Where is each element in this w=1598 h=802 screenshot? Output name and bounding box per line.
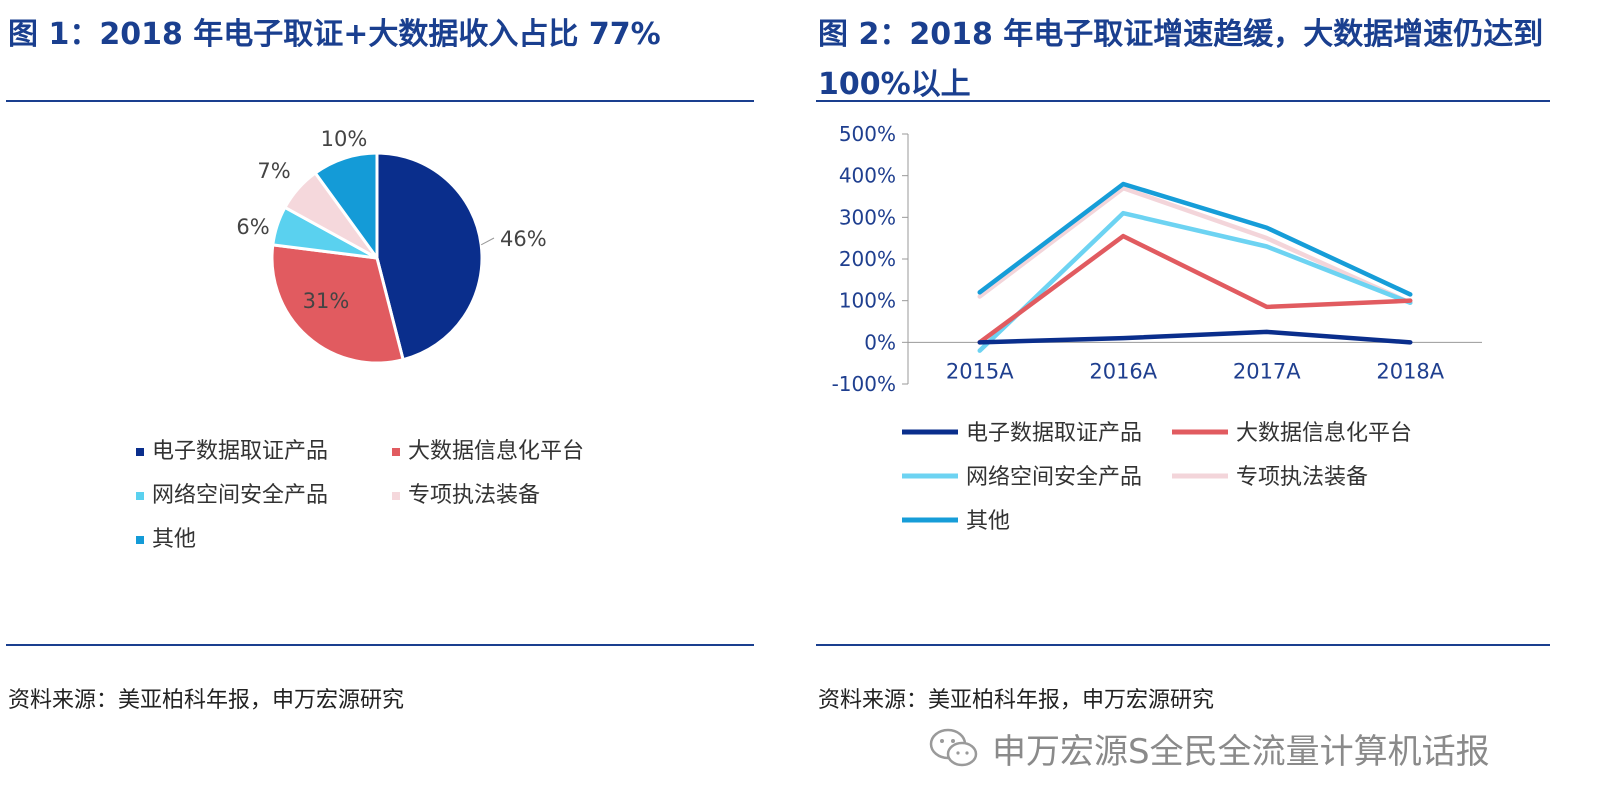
- legend-swatch: [136, 492, 144, 500]
- series-line-4: [977, 185, 1413, 305]
- legend-label: 电子数据取证产品: [966, 421, 1142, 446]
- legend-swatch: [136, 536, 144, 544]
- y-tick-label: 500%: [839, 122, 896, 146]
- source-note: 资料来源：美亚柏科年报，申万宏源研究: [8, 688, 405, 713]
- pie-data-label: 46%: [500, 227, 547, 251]
- source-divider: [816, 644, 1550, 646]
- wechat-icon: [929, 728, 978, 767]
- pie-data-label: 7%: [257, 159, 290, 183]
- series-line-5: [977, 181, 1413, 297]
- series-line-1: [977, 329, 1413, 345]
- watermark-text: 申万宏源S全民全流量计算机话报: [992, 731, 1490, 772]
- line-chart: -100%0%100%200%300%400%500%2015A 2016A 201…: [832, 122, 1482, 534]
- legend-swatch: [136, 448, 144, 456]
- y-tick-label: 100%: [839, 289, 896, 313]
- y-axis: -100% 0% 100% 200% 300% 400% 500%: [832, 122, 909, 396]
- pie-slice-2: [270, 243, 405, 365]
- legend-label: 专项执法装备: [1236, 465, 1368, 490]
- legend-label: 大数据信息化平台: [408, 439, 584, 464]
- pie-data-label: 6%: [236, 215, 269, 239]
- y-tick-label: 400%: [839, 164, 896, 188]
- series-line-3: [977, 210, 1413, 353]
- y-tick-label: 0%: [864, 330, 896, 354]
- pie-slice-5: [313, 151, 379, 263]
- source-divider: [6, 644, 754, 646]
- legend-label: 网络空间安全产品: [152, 483, 328, 508]
- x-tick-label: 2015A: [946, 359, 1014, 383]
- legend-label: 大数据信息化平台: [1236, 421, 1412, 446]
- source-note: 资料来源：美亚柏科年报，申万宏源研究: [818, 688, 1215, 713]
- x-tick-label: 2016A: [1089, 359, 1157, 383]
- legend-swatch: [392, 448, 400, 456]
- x-tick-label: 2018A: [1376, 359, 1444, 383]
- x-tick-label: 2017A: [1233, 359, 1301, 383]
- legend-swatch: [392, 492, 400, 500]
- legend-label: 网络空间安全产品: [966, 465, 1142, 490]
- legend-label: 其他: [152, 527, 196, 552]
- series-line-2: [977, 233, 1413, 345]
- pie-data-label: 31%: [303, 289, 350, 313]
- y-tick-label: 300%: [839, 205, 896, 229]
- y-tick-label: 200%: [839, 247, 896, 271]
- title-divider: [816, 100, 1550, 102]
- pie-slices: [270, 151, 484, 365]
- pie-chart-title: 图 1：2018 年电子取证+大数据收入占比 77%: [8, 17, 661, 52]
- x-axis: 2015A 2016A 2017A 2018A: [908, 341, 1482, 383]
- line-chart-title: 图 2：2018 年电子取证增速趋缓，大数据增速仍达到 100%以上: [818, 17, 1544, 102]
- legend-label: 电子数据取证产品: [152, 439, 328, 464]
- watermark: 申万宏源S全民全流量计算机话报: [928, 718, 1490, 778]
- legend-label: 专项执法装备: [408, 483, 540, 508]
- pie-slice-1: [375, 151, 484, 362]
- legend-label: 其他: [966, 509, 1010, 534]
- series-lines: [977, 181, 1413, 353]
- title-divider: [6, 100, 754, 102]
- pie-data-label: 10%: [321, 127, 368, 151]
- y-tick-label: -100%: [832, 372, 896, 396]
- pie-leader-line: [480, 237, 495, 246]
